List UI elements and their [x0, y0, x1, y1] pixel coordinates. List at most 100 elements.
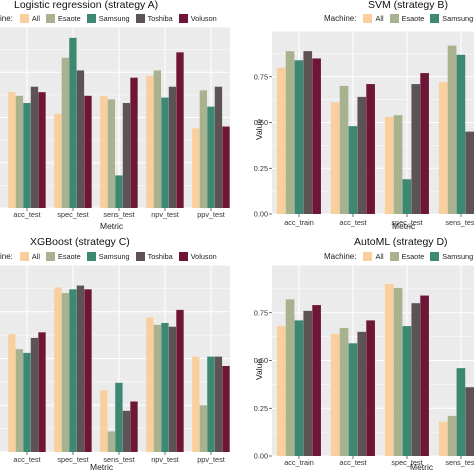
bar-toshiba-acc_test — [30, 337, 39, 452]
bar-toshiba-spec_test — [411, 84, 421, 214]
legend-swatch-samsung — [430, 252, 440, 261]
bar-toshiba-sens_test — [122, 410, 131, 452]
bar-voluson-npv_test — [176, 52, 184, 209]
legend-label-all: All — [375, 14, 384, 23]
legend-swatch-all — [363, 14, 373, 23]
bar-esaote-ppv_test — [199, 405, 208, 452]
legend-label-toshiba: Toshiba — [147, 252, 173, 261]
bar-esaote-acc_test — [15, 349, 24, 452]
legend-swatch-toshiba — [135, 252, 145, 261]
bar-voluson-ppv_test — [222, 365, 230, 452]
x-axis-label: Metric — [90, 462, 114, 472]
x-axis-label: Metric — [100, 221, 124, 231]
bar-samsung-acc_test — [23, 352, 31, 452]
legend-label-esaote: Esaote — [58, 252, 81, 261]
bar-toshiba-sens_test — [122, 103, 131, 208]
bar-all-sens_test — [438, 421, 448, 456]
bar-all-acc_test — [8, 92, 16, 208]
bar-all-acc_test — [330, 333, 340, 456]
bar-voluson-acc_train — [312, 58, 321, 215]
bar-all-acc_train — [276, 67, 286, 214]
chart-panel-automl: AutoML (strategy D) Machine: All Esaote … — [242, 236, 474, 474]
bar-chart: acc_test spec_test sens_test npv_test ppv_te… — [0, 26, 230, 219]
bar-samsung-sens_test — [456, 368, 466, 456]
bar-esaote-npv_test — [153, 324, 162, 452]
bar-chart: acc_train acc_test spec_test sens_test 0.00 0… — [254, 264, 474, 467]
x-tick-label: spec_test — [391, 218, 422, 227]
y-axis-label: Value — [254, 358, 264, 380]
y-tick-label: 0.25 — [254, 404, 268, 413]
bar-all-sens_test — [100, 390, 108, 452]
legend-swatch-voluson — [178, 14, 188, 23]
x-tick-label: npv_test — [151, 455, 179, 464]
bar-voluson-acc_test — [38, 92, 46, 208]
legend-swatch-samsung — [430, 14, 440, 23]
bar-toshiba-npv_test — [168, 326, 177, 452]
bar-voluson-spec_test — [84, 95, 92, 208]
legend-label-esaote: Esaote — [401, 14, 425, 23]
x-tick-label: acc_test — [339, 218, 366, 227]
legend-swatch-all — [363, 252, 373, 261]
bar-toshiba-ppv_test — [214, 356, 223, 452]
bar-toshiba-spec_test — [411, 303, 421, 456]
bar-voluson-spec_test — [84, 289, 92, 452]
bar-esaote-sens_test — [107, 431, 116, 452]
chart-panel-svm: SVM (strategy B) Machine: All Esaote Sam… — [242, 0, 474, 232]
bar-samsung-npv_test — [161, 322, 169, 452]
bar-chart: acc_train acc_test spec_test sens_test 0.00 0… — [254, 30, 474, 227]
bar-toshiba-spec_test — [76, 285, 85, 452]
bar-all-sens_test — [438, 82, 448, 215]
legend-swatch-all — [19, 14, 29, 23]
x-tick-label: npv_test — [151, 210, 179, 219]
x-tick-label: sens_test — [103, 455, 134, 464]
bar-esaote-spec_test — [393, 287, 403, 456]
x-tick-label: acc_test — [13, 210, 40, 219]
legend-swatch-esaote — [389, 14, 399, 23]
x-tick-label: acc_test — [339, 458, 366, 467]
bar-all-ppv_test — [192, 356, 200, 452]
legend-label-esaote: Esaote — [401, 252, 425, 261]
bar-samsung-ppv_test — [207, 356, 215, 452]
y-tick-label: 0.50 — [254, 356, 268, 365]
legend-title: ine: — [0, 252, 13, 261]
bar-all-spec_test — [384, 117, 394, 214]
legend-label-toshiba: Toshiba — [147, 14, 173, 23]
bar-esaote-sens_test — [447, 415, 457, 456]
bar-esaote-acc_test — [339, 85, 349, 215]
bar-voluson-acc_test — [366, 84, 375, 214]
legend-title: ine: — [0, 14, 13, 23]
bar-samsung-ppv_test — [207, 106, 215, 208]
y-axis-label: Value — [254, 118, 264, 140]
legend-swatch-samsung — [86, 252, 96, 261]
y-tick-label: 0.75 — [254, 72, 268, 81]
bar-voluson-sens_test — [130, 401, 138, 452]
bar-esaote-sens_test — [447, 45, 457, 214]
x-tick-label: sens_test — [445, 458, 474, 467]
bar-samsung-acc_test — [348, 343, 358, 456]
bar-toshiba-acc_test — [30, 86, 39, 208]
legend-label-all: All — [375, 252, 384, 261]
legend-label-samsung: Samsung — [98, 14, 130, 23]
x-tick-label: acc_test — [13, 455, 40, 464]
bar-esaote-npv_test — [153, 70, 162, 208]
legend-label-samsung: Samsung — [442, 252, 474, 261]
chart-panel-logistic-regression: Logistic regression (strategy A) ine: Al… — [0, 0, 232, 232]
bar-all-ppv_test — [192, 128, 200, 208]
y-tick-label: 0.50 — [254, 118, 268, 127]
bar-voluson-ppv_test — [222, 126, 230, 208]
legend-swatch-esaote — [46, 252, 56, 261]
bar-samsung-acc_train — [294, 320, 304, 456]
bar-esaote-spec_test — [61, 293, 70, 452]
x-axis-label: Metric — [392, 221, 416, 231]
bar-toshiba-acc_train — [303, 51, 313, 214]
bar-toshiba-sens_test — [465, 131, 474, 214]
legend-label-all: All — [31, 14, 41, 23]
legend-title: Machine: — [324, 252, 357, 261]
bar-samsung-sens_test — [456, 54, 466, 214]
bar-esaote-spec_test — [393, 115, 403, 214]
legend-label-samsung: Samsung — [442, 14, 474, 23]
bar-esaote-acc_test — [15, 95, 24, 208]
bar-toshiba-sens_test — [465, 387, 474, 456]
bar-esaote-acc_test — [339, 328, 349, 456]
bar-samsung-spec_test — [69, 289, 77, 452]
